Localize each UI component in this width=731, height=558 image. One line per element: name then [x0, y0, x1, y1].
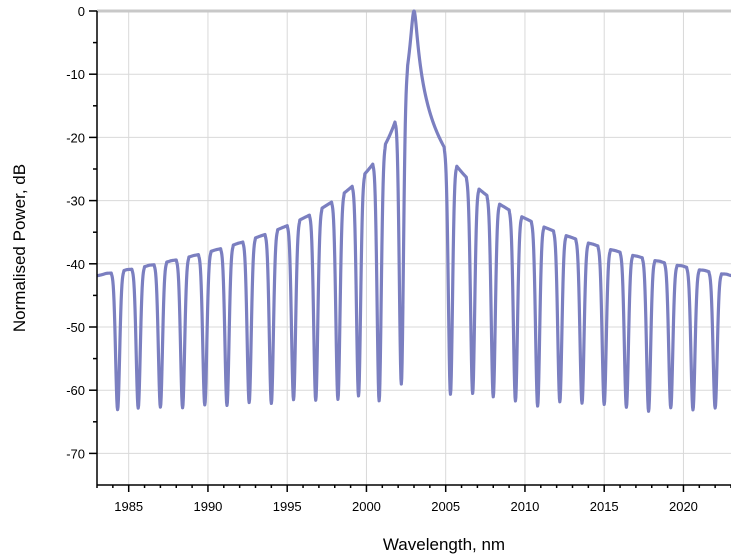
y-axis-title: Normalised Power, dB [10, 164, 29, 332]
y-tick-label: -10 [66, 67, 85, 82]
tick-labels: 1985 1990 1995 2000 2005 2010 2015 2020 0 -10 -20 -… [66, 4, 698, 514]
y-tick-label: 0 [78, 4, 85, 19]
x-tick-label: 2020 [669, 499, 698, 514]
x-tick-label: 1990 [193, 499, 222, 514]
y-tick-label: -20 [66, 130, 85, 145]
y-tick-label: -60 [66, 383, 85, 398]
spectrum-line [97, 9, 731, 413]
gridlines [97, 9, 731, 485]
axes [89, 10, 731, 492]
y-tick-label: -70 [66, 446, 85, 461]
series-layer [97, 9, 731, 413]
y-tick-label: -30 [66, 194, 85, 209]
x-tick-label: 2000 [352, 499, 381, 514]
x-axis-title: Wavelength, nm [383, 535, 505, 554]
x-tick-label: 2015 [590, 499, 619, 514]
x-tick-label: 2010 [510, 499, 539, 514]
x-tick-label: 2005 [431, 499, 460, 514]
y-tick-label: -40 [66, 257, 85, 272]
x-tick-label: 1995 [273, 499, 302, 514]
y-tick-label: -50 [66, 320, 85, 335]
x-tick-label: 1985 [114, 499, 143, 514]
